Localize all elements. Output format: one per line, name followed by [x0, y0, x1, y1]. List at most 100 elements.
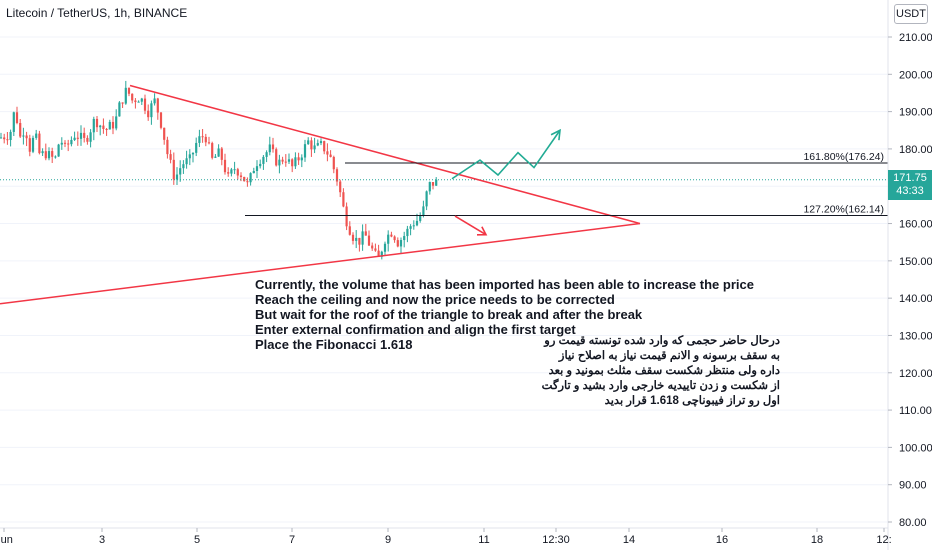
- candle-body: [204, 136, 207, 143]
- candle-body: [41, 151, 44, 154]
- candle-body: [303, 144, 307, 158]
- candle-body: [86, 137, 89, 142]
- x-tick-label: 12:30: [542, 534, 570, 546]
- candle-body: [35, 133, 38, 138]
- candle-body: [15, 112, 19, 123]
- x-tick-label: 5: [194, 534, 200, 546]
- candle-body: [54, 156, 57, 158]
- candle-body: [99, 125, 102, 128]
- candle-body: [60, 142, 63, 145]
- candle-body: [73, 137, 76, 140]
- candle-body: [159, 112, 163, 128]
- candle-body: [419, 215, 422, 221]
- time-axis: Jun 3 5 7 9 11 12:30 14 16 18 12:: [0, 527, 892, 546]
- price-axis: 80.00 90.00 100.00 110.00 120.00 130.00 140.00…: [887, 0, 932, 550]
- candle-body: [201, 136, 204, 138]
- candle-body: [188, 154, 191, 159]
- y-tick-label: 130.00: [899, 330, 932, 342]
- projection-down-arrow: [454, 215, 487, 236]
- x-tick-label: 12:: [876, 534, 891, 546]
- candle-body: [76, 137, 79, 139]
- candle-body: [364, 231, 367, 236]
- candle-body: [406, 228, 409, 237]
- candle-body: [118, 102, 121, 117]
- candle-body: [38, 133, 41, 154]
- candle-body: [220, 148, 223, 160]
- candle-body: [335, 169, 339, 182]
- x-tick-label: Jun: [0, 534, 13, 546]
- candle-body: [236, 169, 239, 176]
- candle-body: [47, 151, 51, 159]
- candle-body: [246, 181, 249, 183]
- candle-body: [428, 182, 431, 192]
- candle-countdown: 43:33: [896, 185, 924, 197]
- candle-body: [143, 98, 147, 111]
- x-tick-label: 14: [623, 534, 635, 546]
- candle-body: [51, 151, 54, 157]
- candle-body: [300, 157, 303, 161]
- candle-body: [259, 163, 262, 167]
- candle-body: [67, 143, 70, 145]
- candle-body: [387, 234, 390, 244]
- candle-body: [214, 156, 217, 158]
- candle-body: [70, 139, 73, 145]
- candle-body: [57, 144, 60, 157]
- candle-body: [182, 164, 185, 169]
- english-note: Currently, the volume that has been impo…: [255, 277, 754, 352]
- x-tick-label: 9: [385, 534, 391, 546]
- candle-body: [271, 144, 275, 150]
- symbol-title: Litecoin / TetherUS, 1h, BINANCE: [6, 6, 188, 20]
- candle-body: [431, 182, 435, 186]
- candle-body: [115, 116, 118, 129]
- candle-body: [297, 157, 300, 161]
- candle-body: [268, 144, 271, 153]
- candle-body: [89, 132, 92, 142]
- candle-body: [105, 129, 108, 131]
- candle-body: [262, 156, 265, 164]
- candle-body: [355, 237, 358, 241]
- candle-body: [44, 151, 47, 159]
- candle-body: [150, 103, 153, 118]
- candle-body: [166, 139, 169, 155]
- candle-body: [281, 159, 284, 162]
- candle-body: [383, 243, 387, 252]
- candle-body: [374, 248, 377, 251]
- candle-body: [127, 87, 131, 94]
- last-price-value: 171.75: [893, 172, 927, 184]
- y-tick-label: 120.00: [899, 368, 932, 380]
- candle-body: [287, 159, 291, 162]
- candle-body: [326, 151, 329, 155]
- y-tick-label: 100.00: [899, 442, 932, 454]
- y-tick-label: 110.00: [899, 405, 932, 417]
- candle-body: [121, 102, 124, 104]
- candle-body: [6, 139, 9, 141]
- candle-body: [415, 220, 419, 226]
- y-tick-label: 160.00: [899, 219, 932, 231]
- candle-body: [19, 122, 22, 137]
- candle-body: [131, 93, 134, 101]
- candle-body: [230, 169, 233, 174]
- candle-body: [25, 135, 28, 139]
- candle-body: [265, 152, 268, 157]
- candle-body: [185, 158, 188, 165]
- candle-body: [399, 240, 403, 247]
- candles: [0, 80, 438, 260]
- currency-button[interactable]: USDT: [894, 4, 928, 24]
- candle-body: [243, 176, 246, 182]
- candle-body: [108, 121, 111, 130]
- candle-body: [345, 206, 348, 227]
- candle-body: [255, 166, 259, 171]
- y-tick-label: 210.00: [899, 32, 932, 44]
- candle-body: [332, 156, 335, 170]
- candle-body: [393, 236, 396, 241]
- candle-body: [371, 245, 374, 249]
- candle-body: [284, 161, 287, 163]
- candle-body: [412, 225, 415, 227]
- x-tick-label: 3: [99, 534, 105, 546]
- y-tick-label: 190.00: [899, 107, 932, 119]
- candle-body: [227, 172, 230, 174]
- x-tick-label: 11: [478, 534, 489, 546]
- candle-body: [310, 140, 313, 150]
- candle-body: [22, 135, 25, 137]
